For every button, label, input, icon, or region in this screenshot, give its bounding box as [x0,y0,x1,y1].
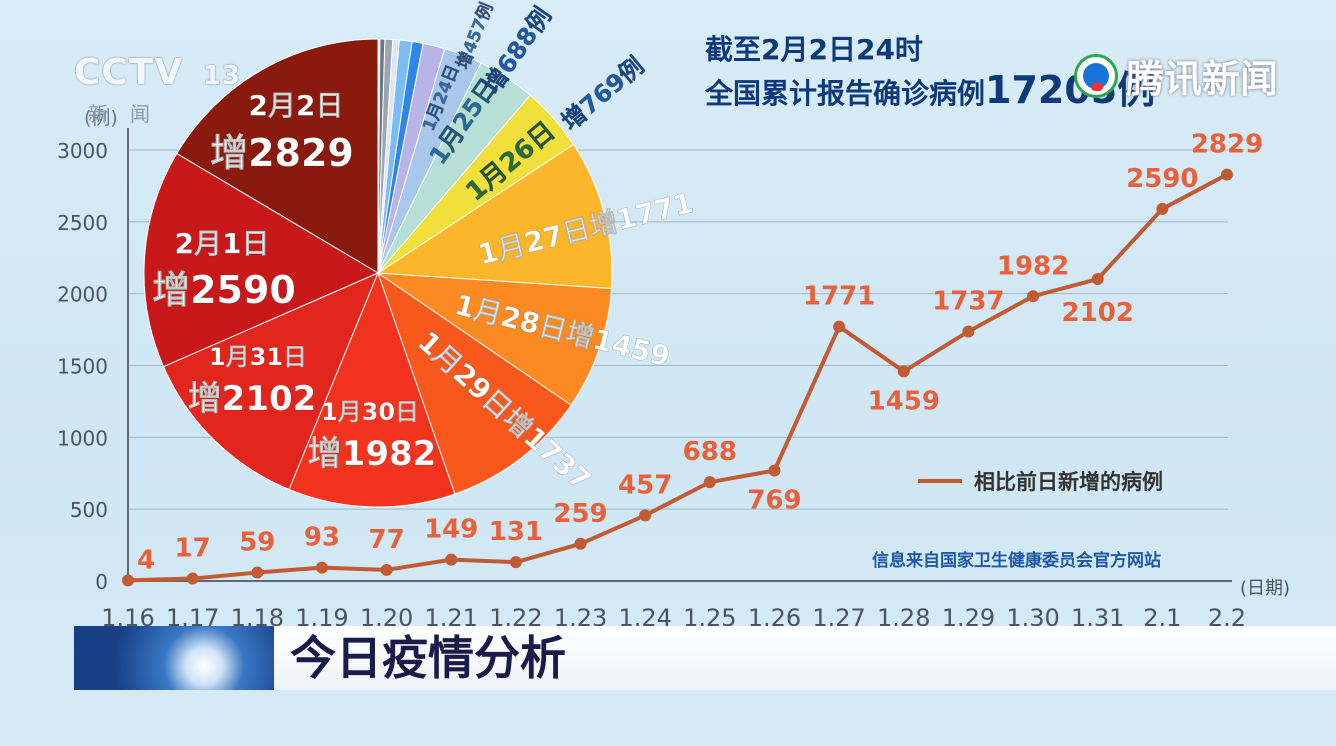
data-label: 457 [618,470,672,500]
data-point [509,556,522,569]
y-tick-label: 1500 [57,355,108,379]
channel-sub: 新闻 [88,102,172,126]
banner-title: 今日疫情分析 [290,631,566,685]
pie-slice [288,271,456,508]
data-point [639,509,652,522]
data-point [122,574,134,587]
data-label: 1459 [868,386,940,416]
data-point [962,325,975,338]
data-point [703,476,716,489]
broadcaster-name: CCTV [74,52,184,93]
data-label: 4 [137,545,155,575]
data-point [833,320,846,333]
program-banner: 今日疫情分析 [74,626,1336,690]
pie-slice [376,143,613,289]
data-point [445,553,458,566]
y-tick-label: 1000 [57,426,108,450]
data-label: 1737 [932,286,1004,316]
data-label: 77 [368,525,404,555]
data-label: 131 [489,517,543,547]
headline-total: 17205例 [985,68,1156,112]
data-point [380,563,393,576]
data-label: 59 [239,528,275,558]
y-tick-label: 2500 [57,211,108,235]
pie-label: 2月1日 [175,227,270,260]
data-point [1091,273,1104,286]
data-point [1027,290,1040,303]
pie-label: 增2102 [188,379,317,419]
y-tick-label: 0 [95,570,108,594]
pie-slice [377,271,572,495]
channel-number: 13 [202,61,241,91]
data-point [251,566,264,579]
data-label: 769 [747,486,801,516]
data-label: 17 [175,534,211,564]
headline-line2: 全国累计报告确诊病例 [705,77,986,110]
pie-label: 增769例 [556,52,649,137]
data-point [1156,202,1169,215]
data-point [574,537,587,550]
data-point [897,365,910,378]
pie-slice [176,38,379,274]
data-label: 259 [553,499,607,529]
chart-legend: 相比前日新增的病例 [918,466,1163,496]
pie-label: 2月2日 [249,89,344,122]
legend-swatch [918,479,962,483]
data-label: 93 [304,523,340,553]
data-label: 149 [424,515,478,545]
data-label: 2590 [1126,164,1198,194]
data-point [768,464,781,477]
pie-label: 增2590 [152,268,296,312]
series-line [127,172,1228,583]
y-tick-label: 500 [70,498,108,522]
y-axis-unit: (例) [84,107,118,129]
pie-label: 增2829 [210,131,354,175]
data-point [186,572,199,585]
data-label: 688 [683,437,737,467]
source-note: 信息来自国家卫生健康委员会官方网站 [872,551,1161,571]
data-label: 2102 [1062,298,1134,328]
tencent-news-icon [1074,53,1118,98]
headline-line1: 截至2月2日24时 [705,33,923,66]
globe-graphic [74,626,274,690]
data-point [315,561,328,574]
legend-label: 相比前日新增的病例 [974,470,1163,494]
data-label: 2829 [1191,130,1263,160]
pie-slice [143,152,380,368]
data-label: 1982 [997,251,1069,281]
data-label: 1771 [803,282,875,312]
watermark-name: 腾讯新闻 [1126,57,1279,101]
pie-label: 增1982 [308,434,437,474]
pie-label: 1月31日 [209,343,307,371]
x-axis-unit: (日期) [1240,578,1290,599]
pie-label: 1月30日 [321,398,419,426]
y-tick-label: 2000 [57,283,108,307]
headline: 截至2月2日24时 全国累计报告确诊病例17205例 [705,30,1155,114]
pie-slice [376,272,613,406]
pie-slice [162,272,379,491]
y-tick-label: 3000 [57,139,108,163]
cctv-logo: CCTV 13 [74,52,241,93]
data-point [1221,168,1233,181]
pie-label: 增457例 [452,0,498,72]
tencent-news-watermark: 腾讯新闻 [1074,48,1278,103]
